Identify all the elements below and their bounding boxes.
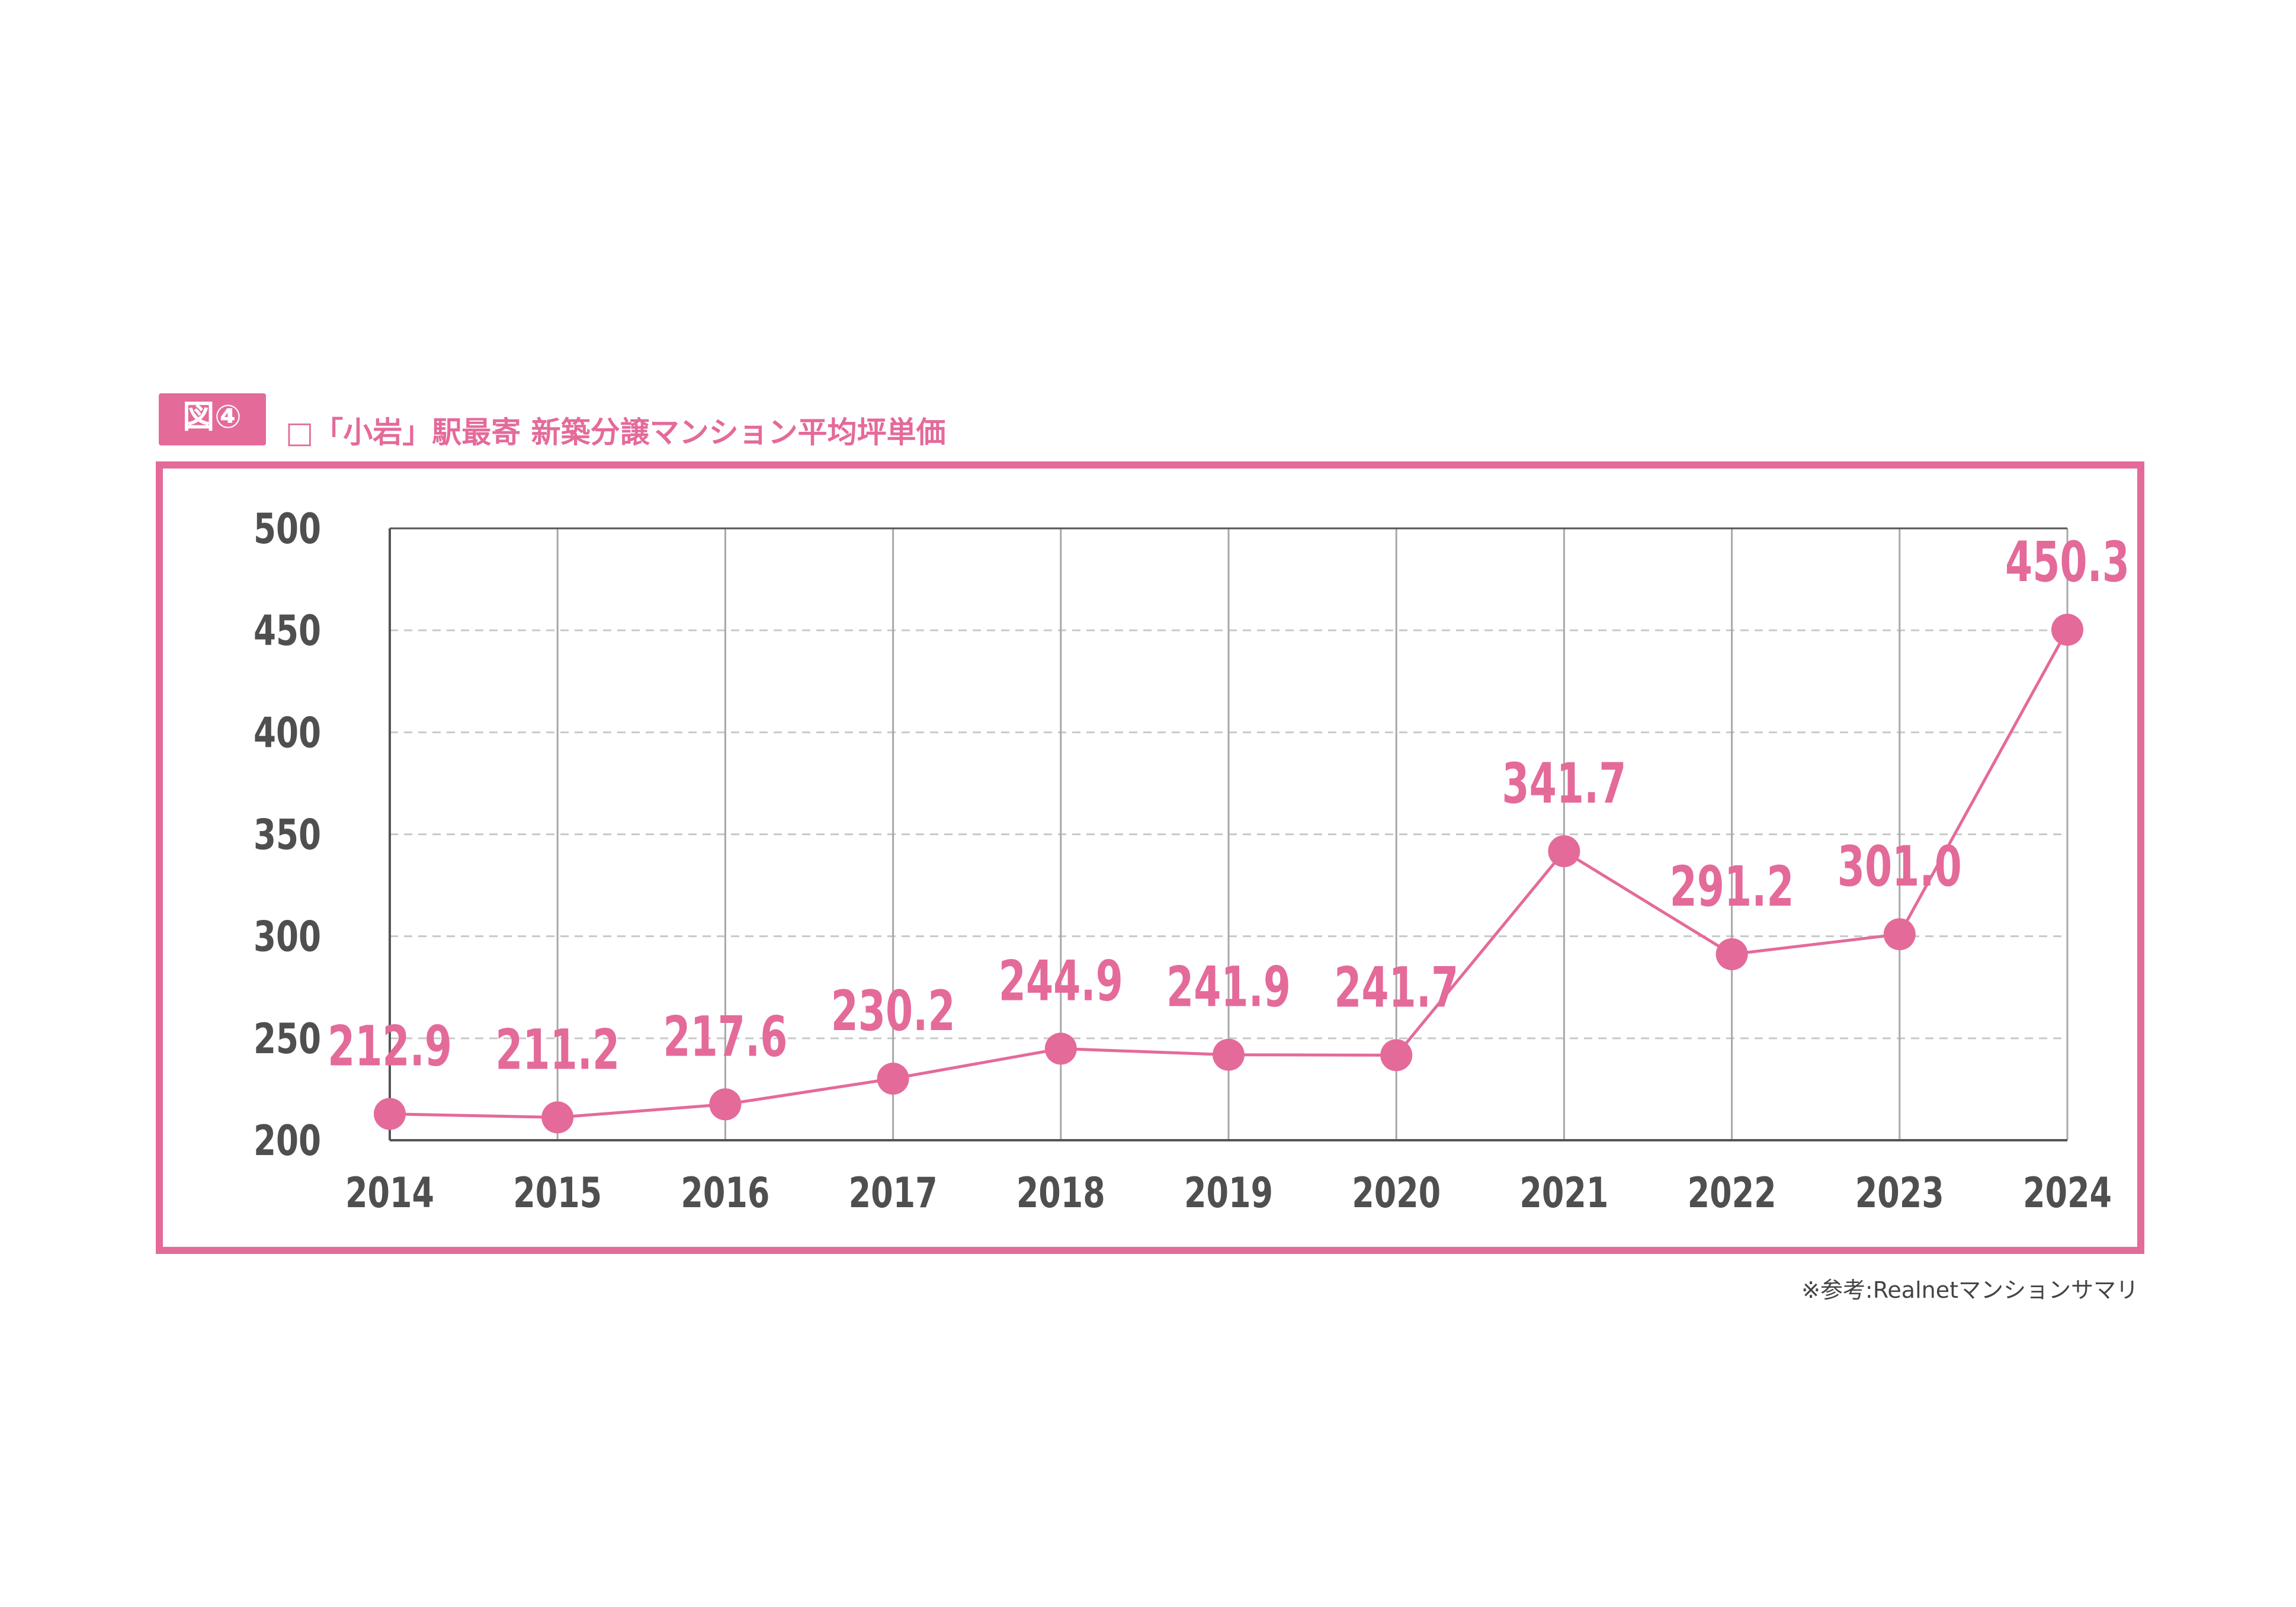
y-tick-label-200: 200	[254, 1117, 321, 1165]
data-label-2020: 241.7	[1334, 955, 1458, 1020]
data-label-2017: 230.2	[831, 979, 955, 1044]
data-point-2021	[1548, 835, 1580, 868]
data-label-2022: 291.2	[1670, 855, 1794, 919]
chart-title: □「小岩」駅最寄 新築分譲マンション平均坪単価	[286, 415, 946, 450]
data-point-2015	[541, 1101, 574, 1134]
y-tick-label-250: 250	[254, 1015, 321, 1063]
y-tick-label-300: 300	[254, 913, 321, 961]
data-point-2017	[877, 1063, 909, 1095]
x-tick-label-2021: 2021	[1519, 1169, 1608, 1217]
data-point-2019	[1213, 1038, 1245, 1071]
y-tick-label-500: 500	[254, 505, 321, 553]
source-note: ※参考:Realnetマンションサマリ	[1801, 1277, 2138, 1303]
data-label-2019: 241.9	[1166, 955, 1291, 1020]
data-point-2016	[709, 1088, 742, 1121]
x-tick-label-2017: 2017	[849, 1169, 938, 1217]
data-label-2024: 450.3	[2005, 530, 2130, 595]
data-label-2021: 341.7	[1502, 752, 1626, 816]
y-tick-label-350: 350	[254, 811, 321, 859]
x-tick-label-2016: 2016	[681, 1169, 769, 1217]
x-tick-label-2015: 2015	[513, 1169, 602, 1217]
data-point-2023	[1883, 918, 1916, 951]
chart-frame	[156, 461, 2144, 1254]
x-tick-label-2018: 2018	[1016, 1169, 1105, 1217]
data-point-2024	[2051, 614, 2083, 646]
data-point-2022	[1715, 938, 1748, 970]
y-tick-label-400: 400	[254, 708, 321, 757]
figure-badge-label: 図④	[182, 398, 242, 435]
x-tick-label-2014: 2014	[345, 1169, 434, 1217]
data-label-2018: 244.9	[999, 949, 1123, 1013]
data-point-2018	[1044, 1032, 1077, 1065]
tick-labels: 200 250 300 350 400 450 500 2014 2015 2016 2017 201…	[254, 505, 2112, 1217]
data-labels: 212.9 211.2 217.6 230.2 244.9 241.9 241.7 341.7…	[328, 530, 2130, 1082]
data-label-2023: 301.0	[1838, 835, 1962, 899]
data-label-2016: 217.6	[663, 1005, 787, 1069]
chart-axes	[389, 527, 2067, 1141]
figure-badge	[159, 393, 266, 445]
x-tick-label-2019: 2019	[1184, 1169, 1273, 1217]
data-point-2014	[374, 1098, 406, 1130]
x-tick-label-2022: 2022	[1688, 1169, 1776, 1217]
x-tick-label-2024: 2024	[2023, 1169, 2112, 1217]
data-point-2020	[1380, 1039, 1413, 1072]
x-tick-label-2023: 2023	[1855, 1169, 1944, 1217]
data-label-2015: 211.2	[495, 1018, 620, 1082]
x-tick-label-2020: 2020	[1352, 1169, 1441, 1217]
data-label-2014: 212.9	[328, 1015, 452, 1079]
data-points	[374, 614, 2083, 1134]
y-tick-label-450: 450	[254, 607, 321, 655]
